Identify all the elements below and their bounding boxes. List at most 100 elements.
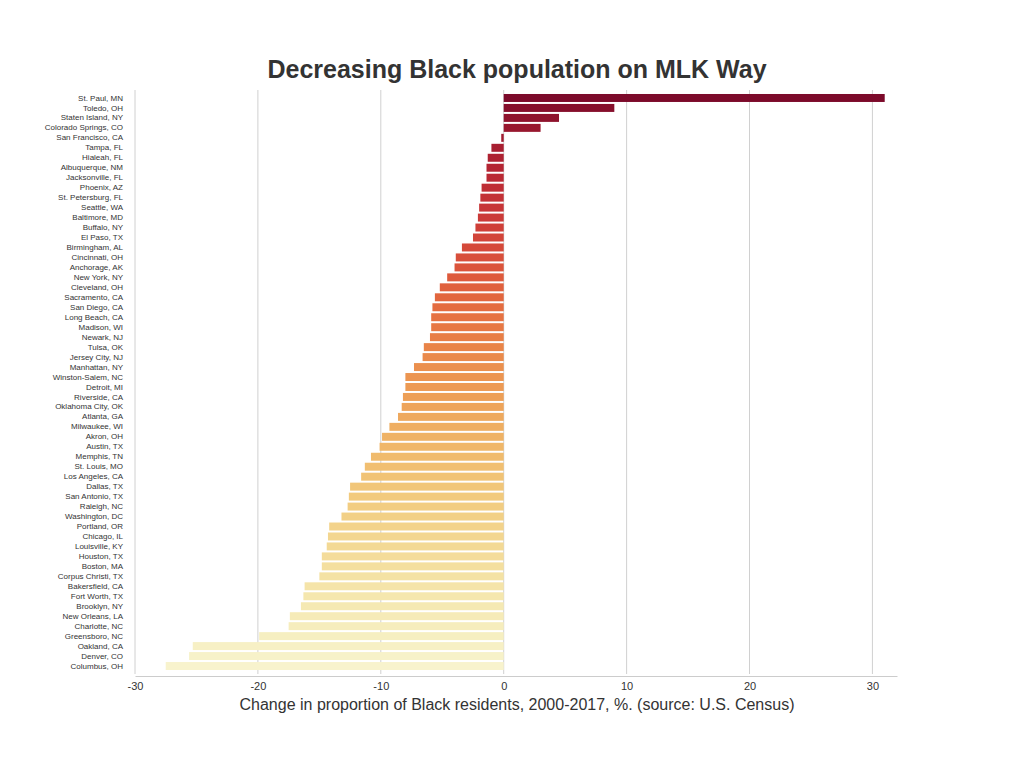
category-label: Manhattan, NY: [70, 363, 124, 372]
y-tick: Oklahoma City, OK: [55, 402, 124, 411]
y-tick: San Antonio, TX: [65, 492, 123, 501]
tick-label: 20: [744, 680, 756, 692]
bar: [447, 273, 504, 281]
category-label: Boston, MA: [82, 562, 124, 571]
category-label: St. Petersburg, FL: [58, 193, 123, 202]
tick-label: -20: [250, 680, 266, 692]
bar: [350, 483, 504, 491]
bar: [371, 453, 504, 461]
bar: [403, 393, 504, 401]
y-tick: New York, NY: [74, 273, 124, 282]
tick-label: -30: [128, 680, 144, 692]
y-tick: San Francisco, CA: [56, 133, 123, 142]
category-label: Charlotte, NC: [75, 622, 124, 631]
bar: [189, 652, 504, 660]
category-label: St. Louis, MO: [75, 462, 123, 471]
x-tick: 10: [621, 676, 633, 692]
category-label: Winston-Salem, NC: [53, 373, 123, 382]
y-tick: Denver, CO: [81, 652, 123, 661]
bar: [501, 134, 503, 142]
category-label: Riverside, CA: [74, 393, 124, 402]
bar: [328, 532, 504, 540]
bar: [193, 642, 504, 650]
bar: [259, 632, 504, 640]
bar: [303, 592, 503, 600]
bar: [482, 184, 504, 192]
bar: [380, 443, 504, 451]
bar: [480, 194, 503, 202]
category-label: New Orleans, LA: [63, 612, 124, 621]
category-label: Seattle, WA: [81, 203, 124, 212]
y-tick: Chicago, IL: [83, 532, 124, 541]
category-label: Akron, OH: [86, 432, 124, 441]
bar: [430, 333, 504, 341]
y-tick: New Orleans, LA: [63, 612, 124, 621]
bar: [504, 124, 541, 132]
bar: [398, 413, 504, 421]
y-tick: Manhattan, NY: [70, 363, 124, 372]
grid-line: [749, 90, 750, 674]
category-label: Birmingham, AL: [67, 243, 124, 252]
category-label: Long Beach, CA: [65, 313, 124, 322]
y-tick: San Diego, CA: [70, 303, 124, 312]
bar: [478, 214, 504, 222]
category-label: Atlanta, GA: [82, 412, 124, 421]
category-label: Jacksonville, FL: [66, 173, 123, 182]
category-label: Los Angeles, CA: [64, 472, 124, 481]
y-tick: St. Louis, MO: [75, 462, 123, 471]
category-label: New York, NY: [74, 273, 124, 282]
bar: [389, 423, 503, 431]
bar: [322, 552, 504, 560]
grid-line: [872, 90, 873, 674]
category-label: Memphis, TN: [76, 452, 124, 461]
category-label: Toledo, OH: [83, 104, 123, 113]
bar: [322, 562, 504, 570]
category-label: Washington, DC: [65, 512, 123, 521]
y-tick: Jersey City, NJ: [70, 353, 123, 362]
y-tick: Boston, MA: [82, 562, 124, 571]
y-tick: Phoenix, AZ: [80, 183, 123, 192]
category-label: Tulsa, OK: [88, 343, 124, 352]
y-tick: Newark, NJ: [82, 333, 123, 342]
tick-label: 10: [621, 680, 633, 692]
category-label: Denver, CO: [81, 652, 123, 661]
y-tick: Bakersfield, CA: [68, 582, 124, 591]
category-label: Albuquerque, NM: [61, 163, 124, 172]
y-tick: Tulsa, OK: [88, 343, 124, 352]
bar: [319, 572, 503, 580]
bars: [166, 94, 885, 670]
bar: [487, 174, 504, 182]
y-tick: Greensboro, NC: [65, 632, 123, 641]
x-tick: 20: [744, 676, 756, 692]
bar: [491, 144, 503, 152]
y-tick: Memphis, TN: [76, 452, 124, 461]
bar: [301, 602, 504, 610]
category-label: Colorado Springs, CO: [45, 123, 123, 132]
grid-line: [257, 90, 258, 674]
x-tick: 0: [501, 676, 507, 692]
bar: [423, 353, 504, 361]
bar: [487, 164, 504, 172]
category-label: Buffalo, NY: [83, 223, 124, 232]
y-tick: Winston-Salem, NC: [53, 373, 123, 382]
category-label: El Paso, TX: [81, 233, 124, 242]
y-tick: Staten Island, NY: [61, 113, 124, 122]
category-label: Bakersfield, CA: [68, 582, 124, 591]
chart: St. Paul, MNToledo, OHStaten Island, NYC…: [0, 0, 1024, 768]
y-tick: Los Angeles, CA: [64, 472, 124, 481]
category-label: Houston, TX: [79, 552, 124, 561]
bar: [305, 582, 504, 590]
bar: [432, 303, 503, 311]
category-label: Chicago, IL: [83, 532, 124, 541]
x-axis: -30-20-100102030: [128, 676, 898, 692]
y-tick: Cincinnati, OH: [71, 253, 123, 262]
y-tick: Portland, OR: [77, 522, 123, 531]
bar: [329, 523, 504, 531]
bar: [414, 363, 504, 371]
x-tick: -10: [373, 676, 389, 692]
category-label: San Antonio, TX: [65, 492, 123, 501]
bar: [479, 204, 504, 212]
y-tick: Long Beach, CA: [65, 313, 124, 322]
category-label: Baltimore, MD: [72, 213, 123, 222]
y-tick: Jacksonville, FL: [66, 173, 123, 182]
